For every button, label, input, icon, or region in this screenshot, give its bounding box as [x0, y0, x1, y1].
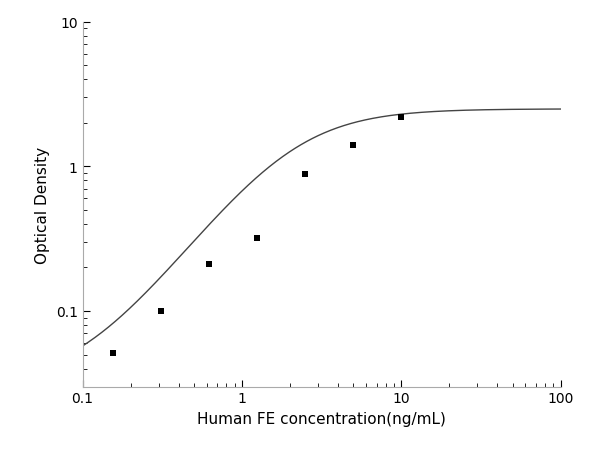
Point: [300, 172, 310, 179]
Y-axis label: Optical Density: Optical Density: [35, 147, 50, 263]
Point: [205, 261, 214, 268]
Point: [349, 142, 358, 150]
Point: [157, 308, 166, 315]
X-axis label: Human FE concentration(ng/mL): Human FE concentration(ng/mL): [197, 411, 446, 426]
Point: [109, 350, 118, 357]
Point: [253, 235, 262, 242]
Point: [396, 114, 406, 121]
